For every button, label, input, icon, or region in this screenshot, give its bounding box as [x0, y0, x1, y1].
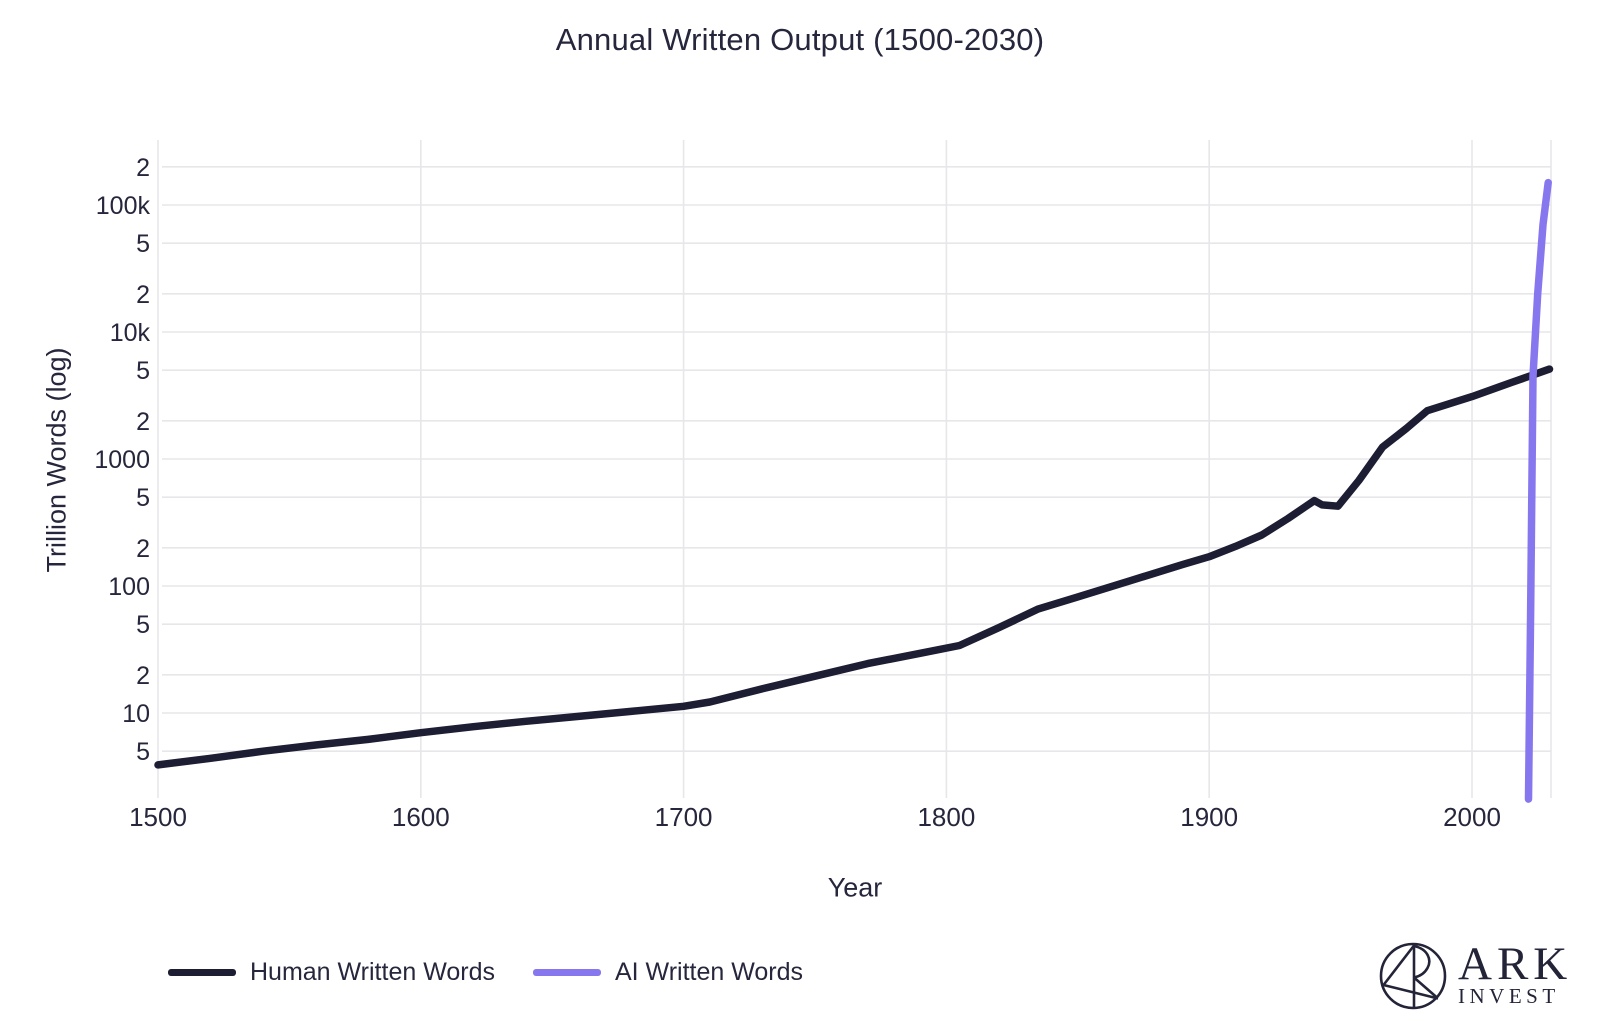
legend-label-ai: AI Written Words — [614, 958, 803, 986]
y-tick-label: 10 — [122, 700, 150, 728]
ark-invest-logo: ARK INVEST — [1378, 941, 1572, 1011]
y-tick-label: 100 — [108, 573, 150, 601]
ai-line-swatch-icon — [532, 969, 601, 976]
y-tick-label: 5 — [136, 357, 150, 385]
y-tick-label: 2 — [136, 662, 150, 690]
y-tick-label: 5 — [136, 484, 150, 512]
human-written-words-line — [154, 365, 1554, 769]
y-tick-label: 2 — [136, 281, 150, 309]
y-tick-label: 2 — [136, 154, 150, 182]
legend-label-human: Human Written Words — [250, 958, 495, 986]
ark-wordmark: ARK INVEST — [1458, 938, 1573, 1009]
ark-subname-text: INVEST — [1458, 984, 1560, 1008]
y-tick-label: 5 — [136, 230, 150, 258]
y-tick-label: 2 — [136, 408, 150, 436]
chart-legend: Human Written Words AI Written Words — [168, 958, 803, 987]
x-tick-label: 1900 — [1180, 802, 1238, 832]
legend-item-ai: AI Written Words — [532, 958, 803, 987]
ark-name-text: ARK — [1458, 938, 1573, 990]
chart-title: Annual Written Output (1500-2030) — [555, 22, 1045, 57]
x-tick-label: 1500 — [129, 802, 187, 832]
y-tick-label: 10k — [110, 319, 151, 347]
y-tick-label: 1000 — [94, 446, 150, 474]
ai-written-words-line — [1524, 178, 1552, 803]
x-tick-label: 2000 — [1443, 802, 1501, 832]
y-tick-label: 5 — [136, 738, 150, 766]
x-axis-title: Year — [827, 872, 883, 903]
legend-item-human: Human Written Words — [168, 958, 495, 987]
x-tick-label: 1700 — [655, 802, 713, 832]
human-line-swatch-icon — [168, 969, 236, 976]
y-tick-label: 2 — [136, 535, 150, 563]
ark-logo-mark-icon — [1379, 942, 1447, 1010]
y-tick-label: 100k — [96, 192, 151, 220]
x-tick-label: 1600 — [392, 802, 450, 832]
x-tick-label: 1800 — [917, 802, 975, 832]
y-tick-label: 5 — [136, 611, 150, 639]
